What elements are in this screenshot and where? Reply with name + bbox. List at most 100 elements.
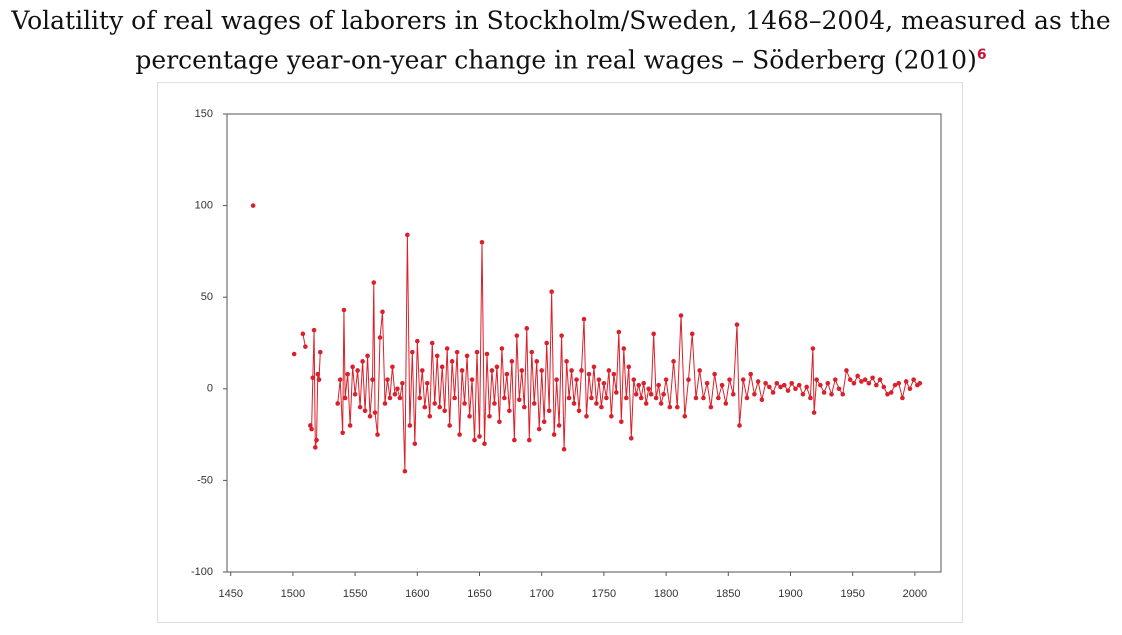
data-point: [727, 377, 732, 382]
data-point: [870, 375, 875, 381]
data-point: [704, 381, 710, 386]
data-point: [417, 395, 423, 401]
data-point: [467, 413, 472, 419]
data-point: [559, 333, 564, 338]
data-point: [892, 382, 898, 388]
data-point: [457, 432, 462, 437]
data-point: [609, 413, 614, 419]
data-point: [796, 382, 802, 388]
data-point: [462, 401, 467, 406]
data-point: [492, 401, 497, 406]
data-point: [434, 353, 440, 359]
data-point: [646, 386, 651, 392]
title-text: Volatility of real wages of laborers in …: [11, 6, 1111, 75]
data-point: [810, 346, 816, 351]
data-point: [447, 423, 452, 428]
data-point: [579, 368, 584, 373]
data-point: [432, 401, 438, 406]
data-point: [636, 382, 642, 388]
data-point: [372, 410, 378, 415]
footnote-link[interactable]: 6: [976, 47, 987, 63]
data-point: [716, 395, 721, 401]
data-point: [371, 280, 377, 285]
chart-frame: -100 -50 0 50 100 150 1450 1500 1550 1600 1650 1700…: [157, 82, 963, 623]
data-point: [452, 395, 457, 401]
data-point: [604, 395, 609, 401]
data-point: [502, 395, 507, 401]
data-point: [855, 373, 860, 379]
data-point: [847, 377, 853, 382]
data-point: [539, 368, 545, 373]
data-point: [686, 377, 691, 382]
data-point: [352, 391, 358, 397]
data-point: [648, 391, 654, 397]
data-point: [536, 426, 542, 432]
data-point: [517, 397, 522, 403]
data-point: [638, 395, 644, 401]
x-tick-label: 1800: [654, 588, 678, 600]
data-point: [614, 390, 619, 395]
chart: -100 -50 0 50 100 150 1450 1500 1550 1600 1650 1700…: [191, 108, 942, 600]
y-tick-label: -100: [191, 566, 213, 578]
data-point: [362, 408, 368, 414]
data-point: [392, 391, 398, 397]
data-point: [564, 359, 569, 364]
data-point: [300, 331, 306, 337]
y-tick-label: -50: [197, 474, 213, 486]
data-point: [623, 395, 629, 401]
y-tick-label: 150: [195, 108, 213, 120]
data-point: [512, 437, 517, 443]
data-point: [308, 423, 313, 428]
x-tick-label: 1950: [840, 588, 864, 600]
data-point: [844, 368, 849, 373]
data-point: [316, 377, 322, 382]
data-point: [631, 377, 637, 382]
data-point: [719, 382, 725, 388]
data-point: [250, 203, 256, 208]
data-point: [357, 404, 363, 410]
data-point: [862, 377, 868, 382]
data-point: [667, 404, 673, 410]
data-point: [633, 391, 639, 397]
data-point: [851, 381, 857, 386]
data-point: [507, 408, 512, 414]
data-point: [454, 349, 460, 355]
data-point: [549, 289, 554, 295]
data-point: [748, 371, 753, 377]
data-point: [427, 413, 433, 419]
data-point: [781, 382, 787, 388]
data-point: [840, 391, 846, 397]
data-point: [804, 384, 809, 390]
data-point: [589, 395, 594, 401]
data-point: [793, 386, 798, 392]
data-point: [730, 391, 736, 397]
data-point: [626, 364, 632, 370]
data-point: [489, 368, 495, 373]
y-tick-label: 0: [207, 383, 213, 395]
data-point: [519, 368, 525, 373]
data-point: [341, 307, 347, 313]
data-point: [335, 401, 341, 406]
data-point: [380, 309, 385, 315]
x-tick-label: 2000: [903, 588, 927, 600]
data-point: [594, 401, 599, 406]
data-point: [789, 381, 795, 386]
data-point: [370, 377, 375, 382]
data-point: [616, 329, 622, 335]
data-point: [449, 359, 455, 364]
data-point: [591, 364, 597, 370]
data-point: [701, 395, 706, 401]
data-point: [829, 391, 834, 397]
data-point: [818, 382, 823, 388]
data-point: [397, 395, 403, 401]
data-point: [656, 382, 661, 388]
data-point: [412, 441, 418, 447]
data-point: [601, 381, 607, 386]
data-point: [606, 368, 612, 373]
data-point: [509, 359, 515, 364]
data-point: [469, 377, 475, 382]
data-point: [800, 391, 806, 397]
data-point: [415, 338, 420, 344]
data-point: [444, 346, 450, 351]
